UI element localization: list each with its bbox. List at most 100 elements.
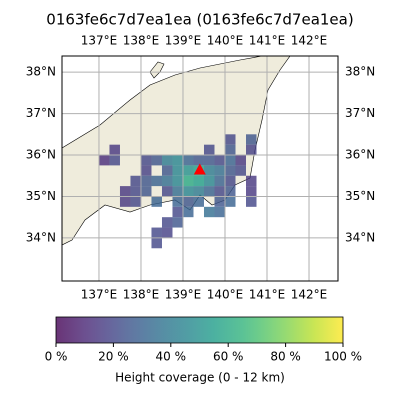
colorbar-label: Height coverage (0 - 12 km) — [115, 371, 285, 385]
coverage-cell — [182, 206, 194, 218]
coverage-cell — [130, 196, 141, 207]
y-tick-label: 34°N — [26, 230, 56, 244]
y-tick-label: 34°N — [345, 230, 375, 244]
colorbar — [55, 316, 344, 344]
coverage-cell — [214, 165, 225, 176]
coverage-cell — [151, 227, 162, 238]
coverage-cell — [119, 186, 131, 197]
colorbar-tick-label: 100 % — [324, 350, 362, 364]
colorbar-tick-label: 20 % — [98, 350, 129, 364]
coverage-cell — [140, 175, 152, 187]
coverage-cell — [161, 175, 173, 187]
x-tick-label: 138°E — [123, 288, 160, 302]
coverage-cell — [119, 196, 131, 207]
coverage-cell — [203, 175, 215, 187]
coverage-cell — [161, 186, 173, 197]
coverage-cell — [151, 155, 162, 166]
chart-title: 0163fe6c7d7ea1ea (0163fe6c7d7ea1ea) — [46, 11, 353, 29]
y-tick-label: 38°N — [26, 65, 56, 79]
coverage-cell — [246, 134, 257, 145]
y-tick-label: 37°N — [26, 106, 56, 120]
coverage-cell — [203, 155, 215, 166]
coverage-cell — [182, 196, 194, 207]
coverage-cell — [151, 175, 162, 187]
y-tick-label: 37°N — [345, 106, 375, 120]
x-tick-label: 142°E — [291, 34, 328, 48]
coverage-cell — [151, 196, 162, 207]
x-tick-label: 139°E — [165, 34, 202, 48]
coverage-cell — [224, 186, 236, 197]
coverage-cell — [140, 165, 152, 176]
map-area — [62, 56, 338, 281]
x-tick-label: 140°E — [207, 34, 244, 48]
coverage-cell — [193, 186, 204, 197]
coverage-cell — [203, 144, 215, 156]
x-tick-label: 140°E — [207, 288, 244, 302]
coverage-cell — [172, 186, 183, 197]
y-tick-label: 38°N — [345, 65, 375, 79]
coverage-cell — [193, 196, 204, 207]
coverage-cell — [140, 155, 152, 166]
coverage-cell — [172, 206, 183, 218]
coverage-cell — [224, 175, 236, 187]
volcano-marker — [193, 163, 206, 175]
coverage-cell — [151, 237, 162, 249]
coverage-cell — [182, 186, 194, 197]
coverage-cell — [130, 186, 141, 197]
x-tick-label: 141°E — [249, 288, 286, 302]
x-tick-label: 138°E — [123, 34, 160, 48]
coverage-cell — [203, 206, 215, 218]
coverage-cell — [235, 165, 246, 176]
map-frame — [61, 55, 339, 282]
colorbar-tick-label: 0 % — [45, 350, 68, 364]
coverage-cell — [161, 165, 173, 176]
coverage-cell — [140, 186, 152, 197]
coverage-cell — [182, 155, 194, 166]
coverage-cell — [214, 175, 225, 187]
coverage-cell — [98, 155, 110, 166]
coverage-cell — [193, 155, 204, 166]
x-tick-label: 139°E — [165, 288, 202, 302]
coverage-cell — [161, 155, 173, 166]
coverage-cell — [235, 155, 246, 166]
coverage-cell — [172, 217, 183, 228]
x-tick-label: 137°E — [81, 34, 118, 48]
y-tick-label: 35°N — [26, 189, 56, 203]
coverage-cell — [246, 144, 257, 156]
coverage-cell — [172, 175, 183, 187]
y-tick-label: 36°N — [26, 148, 56, 162]
coverage-cell — [203, 165, 215, 176]
x-tick-label: 142°E — [291, 288, 328, 302]
coverage-cell — [182, 175, 194, 187]
coverage-cell — [224, 196, 236, 207]
coverage-cell — [224, 165, 236, 176]
coverage-cell — [130, 175, 141, 187]
colorbar-tick-label: 80 % — [270, 350, 301, 364]
coverage-cell — [246, 175, 257, 187]
coverage-cell — [214, 186, 225, 197]
coverage-cell — [224, 144, 236, 156]
coverage-cell — [224, 155, 236, 166]
coverage-cell — [161, 217, 173, 228]
coverage-cell — [214, 196, 225, 207]
coverage-cell — [246, 196, 257, 207]
coverage-cell — [161, 227, 173, 238]
colorbar-tick-label: 40 % — [156, 350, 187, 364]
coverage-cell — [172, 165, 183, 176]
coverage-cell — [109, 144, 120, 156]
island — [149, 61, 165, 79]
coverage-cell — [214, 155, 225, 166]
coverage-cell — [182, 165, 194, 176]
x-tick-label: 137°E — [81, 288, 118, 302]
coverage-cell — [224, 134, 236, 145]
coverage-cell — [172, 155, 183, 166]
colorbar-tick-label: 60 % — [213, 350, 244, 364]
coverage-cell — [203, 186, 215, 197]
y-tick-label: 35°N — [345, 189, 375, 203]
coverage-cell — [109, 155, 120, 166]
x-tick-label: 141°E — [249, 34, 286, 48]
coverage-cell — [246, 186, 257, 197]
coverage-cell — [193, 175, 204, 187]
coverage-cell — [172, 196, 183, 207]
